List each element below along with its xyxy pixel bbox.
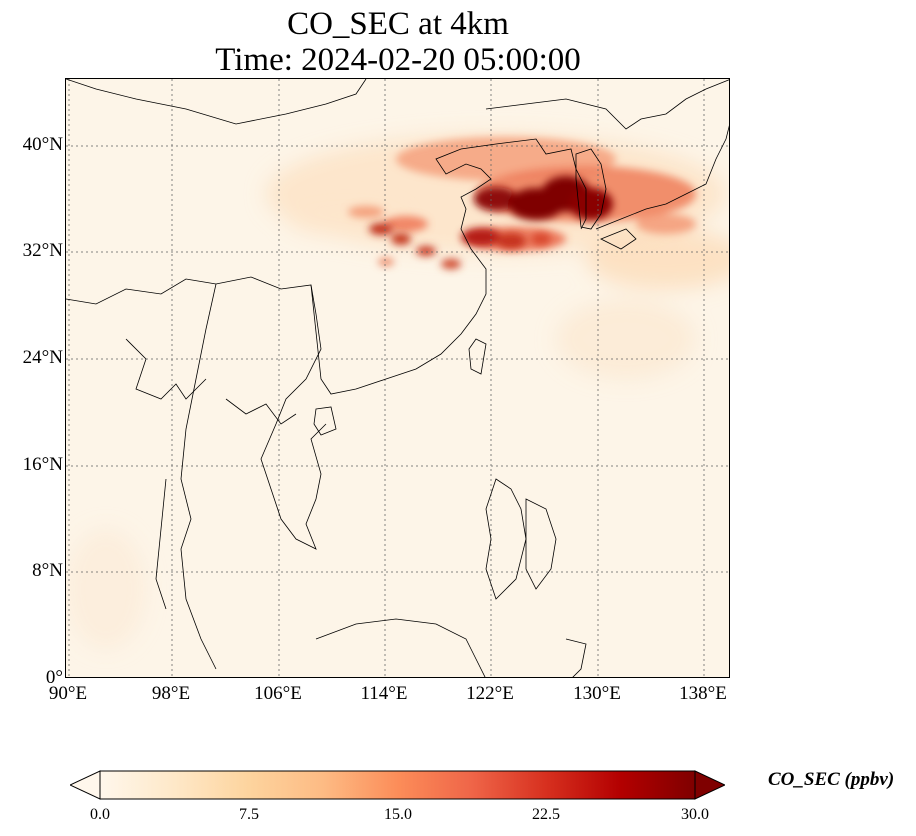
lon-tick-98e: 98°E xyxy=(151,683,191,704)
colorbar-label: CO_SEC (ppbv) xyxy=(768,769,895,790)
lon-tick-90e: 90°E xyxy=(48,683,88,704)
lat-tick-0: 0° xyxy=(45,667,63,688)
plot-title-line1: CO_SEC at 4km xyxy=(287,6,509,42)
colorbar-max-extend xyxy=(694,770,725,800)
map-canvas xyxy=(66,79,729,677)
colorbar-tick-30: 30.0 xyxy=(681,806,709,823)
coastlines xyxy=(66,79,729,677)
colorbar-tick-22-5: 22.5 xyxy=(532,806,560,823)
colorbar-tick-0: 0.0 xyxy=(90,806,110,823)
gridlines xyxy=(66,79,729,677)
lon-tick-106e: 106°E xyxy=(254,683,302,704)
lon-tick-114e: 114°E xyxy=(360,683,408,704)
colorbar-tick-7-5: 7.5 xyxy=(239,806,259,823)
map-panel xyxy=(65,78,730,678)
lon-tick-122e: 122°E xyxy=(466,683,514,704)
lat-tick-40n: 40°N xyxy=(22,134,63,155)
plot-title-line2: Time: 2024-02-20 05:00:00 xyxy=(215,42,581,78)
lon-tick-130e: 130°E xyxy=(573,683,621,704)
lat-tick-16n: 16°N xyxy=(22,454,63,475)
lat-tick-8n: 8°N xyxy=(32,560,63,581)
colorbar-min-extend xyxy=(70,770,101,800)
colorbar-tick-15: 15.0 xyxy=(384,806,412,823)
colorbar-gradient xyxy=(99,770,696,800)
lat-tick-24n: 24°N xyxy=(22,347,63,368)
lat-tick-32n: 32°N xyxy=(22,240,63,261)
colorbar xyxy=(70,770,725,800)
lon-tick-138e: 138°E xyxy=(679,683,727,704)
